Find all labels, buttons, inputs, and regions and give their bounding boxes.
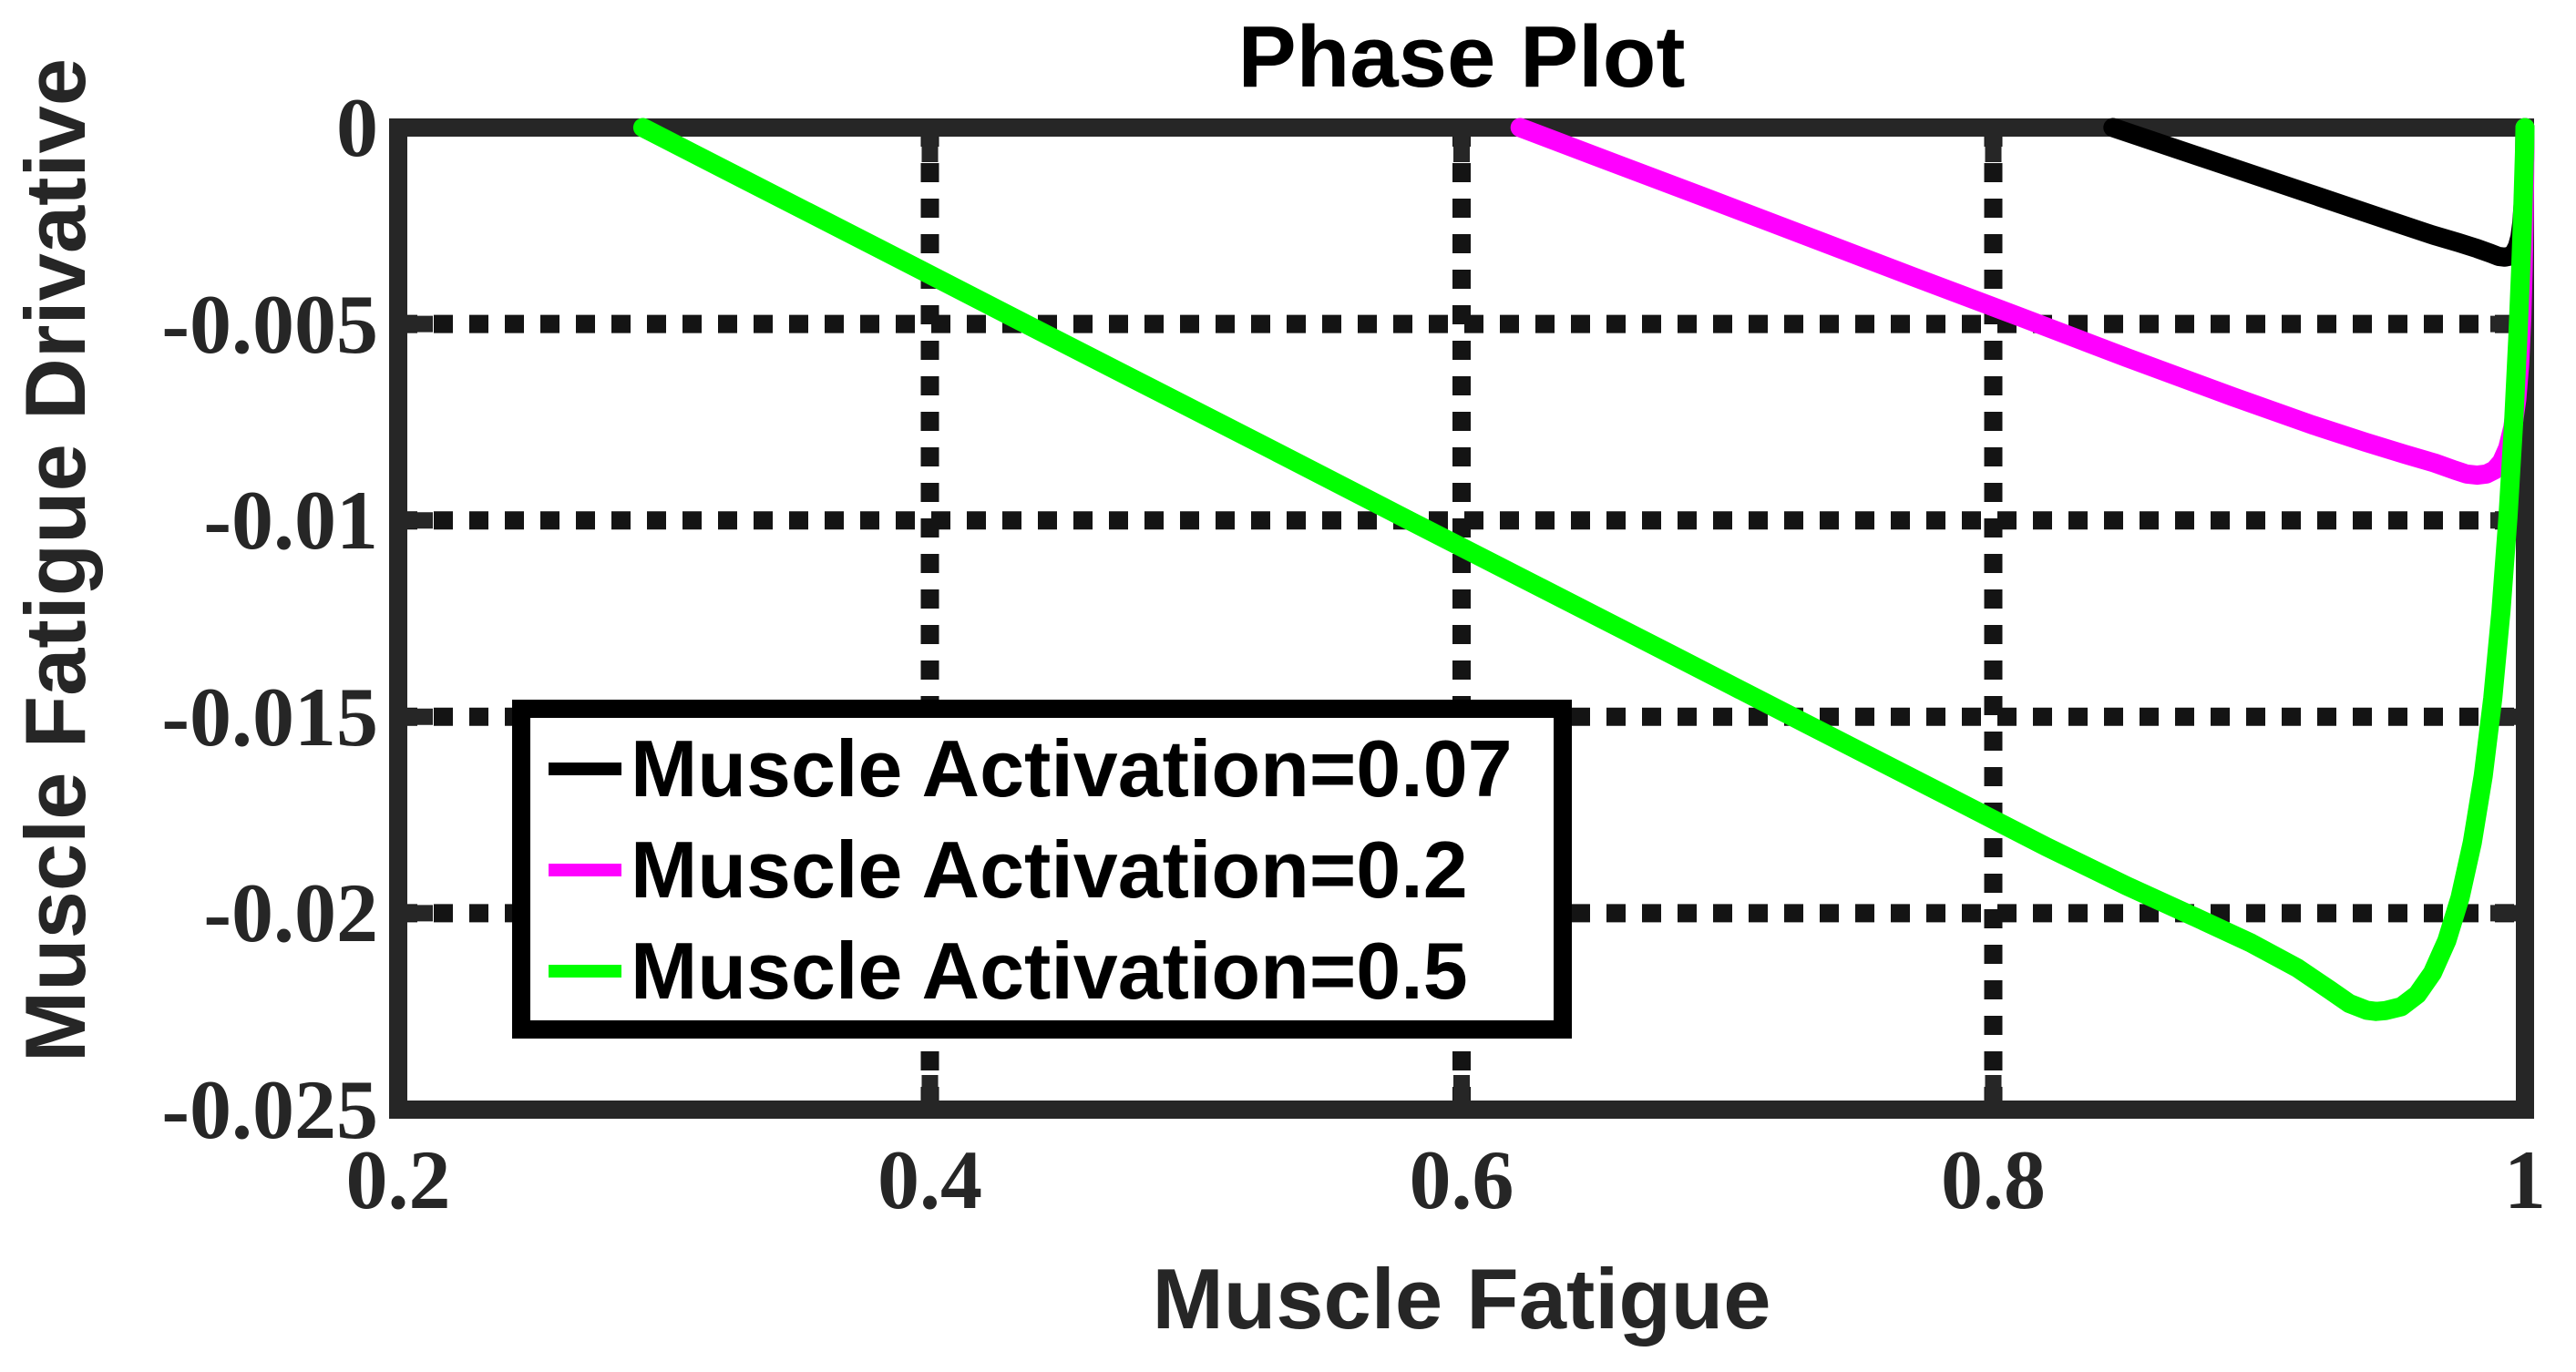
x-tick-label: 1 <box>2504 1133 2546 1226</box>
chart-title: Phase Plot <box>1237 8 1686 106</box>
legend-item: Muscle Activation=0.5 <box>549 920 1537 1022</box>
legend-item: Muscle Activation=0.2 <box>549 819 1537 921</box>
series-line <box>632 118 2535 1021</box>
legend-item: Muscle Activation=0.07 <box>549 718 1537 820</box>
legend-label: Muscle Activation=0.07 <box>631 723 1513 814</box>
series-line <box>2103 118 2535 267</box>
y-tick-label: -0.005 <box>161 277 378 371</box>
x-tick-label: 0.4 <box>877 1133 982 1226</box>
legend-line-swatch-black <box>549 763 621 775</box>
y-tick-label: -0.02 <box>203 866 378 960</box>
y-tick-label: 0 <box>336 81 378 174</box>
legend-line-swatch-green <box>549 965 621 978</box>
series-line <box>1510 118 2535 486</box>
legend-label: Muscle Activation=0.5 <box>631 926 1468 1016</box>
x-tick-label: 0.8 <box>1941 1133 2046 1226</box>
x-tick-label: 0.6 <box>1409 1133 1514 1226</box>
legend-label: Muscle Activation=0.2 <box>631 824 1468 915</box>
axes-frame <box>389 118 2534 1119</box>
y-tick-label: -0.01 <box>203 474 378 568</box>
legend-line-swatch-magenta <box>549 864 621 876</box>
legend-box: Muscle Activation=0.07 Muscle Activation… <box>512 700 1572 1039</box>
y-tick-label: -0.015 <box>161 670 378 763</box>
y-tick-label: -0.025 <box>161 1063 378 1156</box>
x-tick-label: 0.2 <box>345 1133 451 1226</box>
x-axis-label: Muscle Fatigue <box>1152 1251 1771 1346</box>
